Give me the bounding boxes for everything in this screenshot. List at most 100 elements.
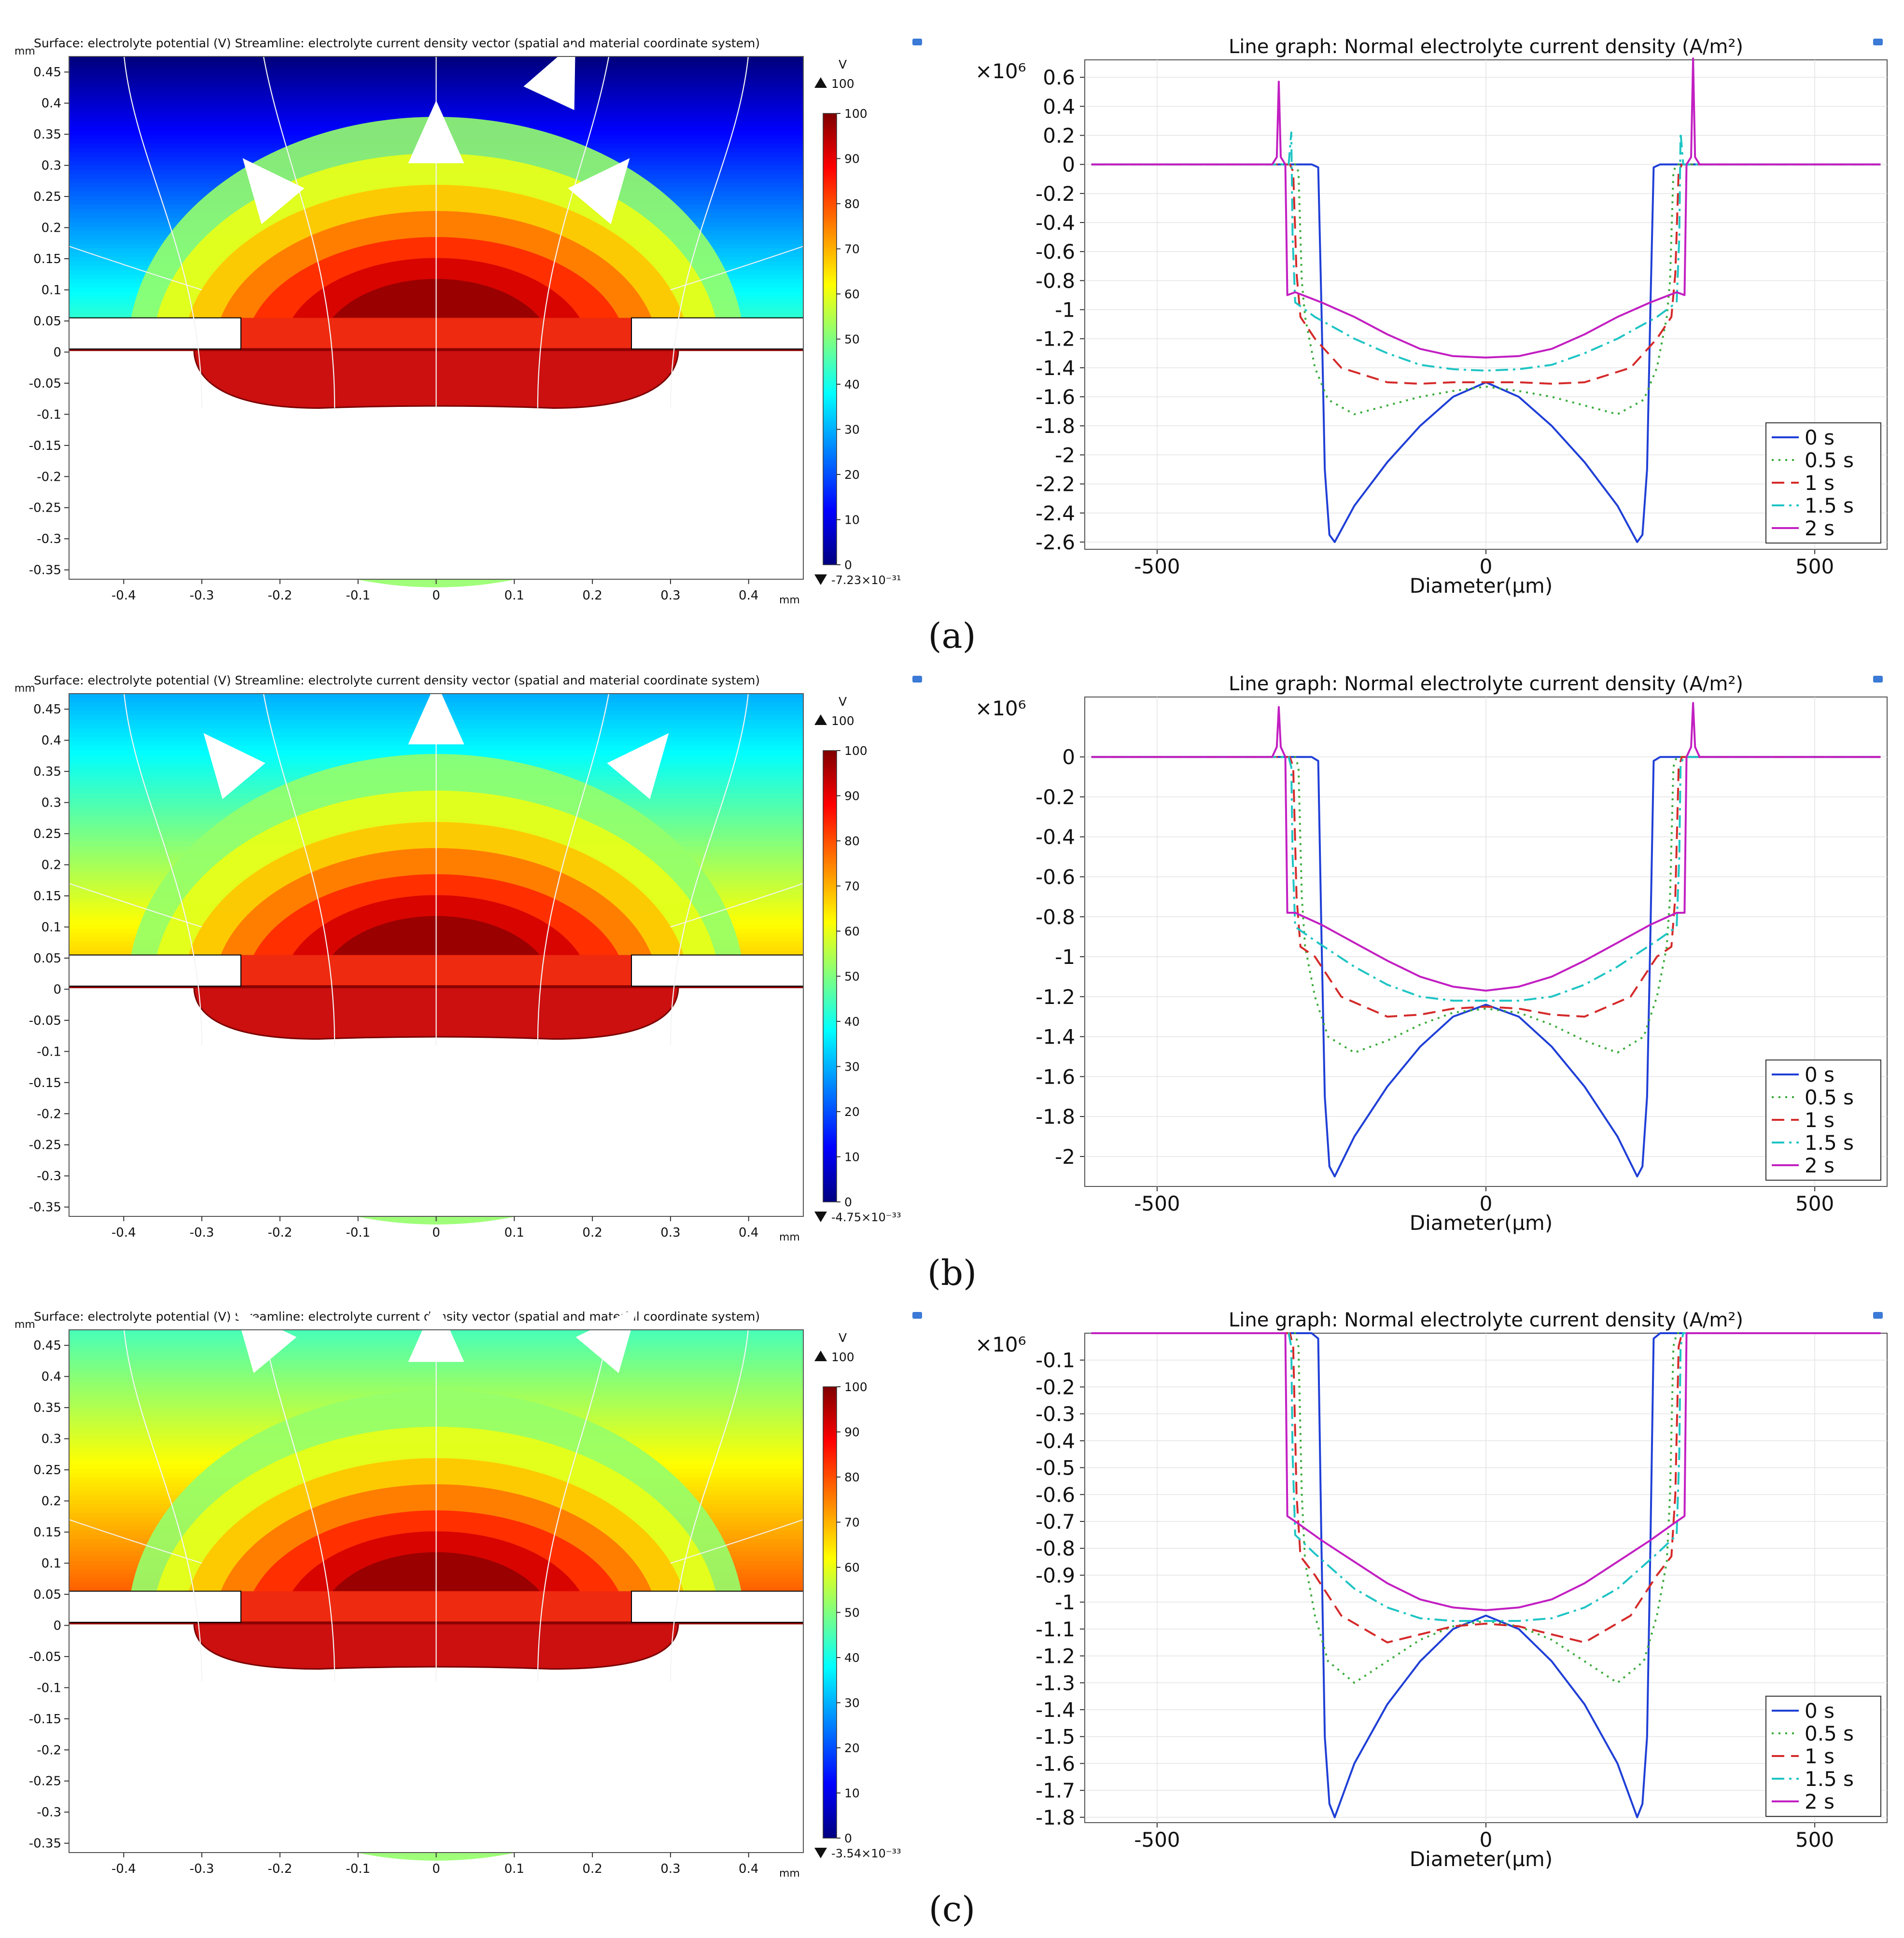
field-y-unit: mm bbox=[14, 683, 35, 695]
colorbar-tick-label: 60 bbox=[844, 924, 860, 938]
colorbar-tick-label: 10 bbox=[844, 1786, 860, 1800]
field-x-tick-label: 0.4 bbox=[739, 1862, 758, 1876]
legend-label: 0.5 s bbox=[1805, 448, 1854, 472]
field-x-tick-label: 0.2 bbox=[582, 588, 602, 603]
field-y-tick-label: -0.05 bbox=[29, 1650, 61, 1664]
y-tick-label: -0.7 bbox=[1036, 1510, 1075, 1534]
y-tick-label: -0.3 bbox=[1036, 1402, 1075, 1426]
streamline bbox=[670, 883, 804, 928]
y-multiplier: ×10⁶ bbox=[975, 59, 1026, 83]
field-x-tick-label: 0 bbox=[432, 1226, 440, 1240]
series-line-1-5-s bbox=[1091, 756, 1881, 1002]
colorbar-tick-label: 0 bbox=[844, 1195, 852, 1209]
export-icon bbox=[912, 39, 922, 45]
mask-right bbox=[631, 1590, 804, 1623]
y-tick-label: -1.2 bbox=[1036, 327, 1075, 351]
streamline bbox=[263, 693, 336, 1046]
min-marker-icon bbox=[814, 1212, 827, 1222]
x-axis-label: Diameter(μm) bbox=[1410, 1211, 1553, 1235]
y-tick-label: -0.2 bbox=[1036, 1375, 1075, 1399]
y-tick-label: -1.3 bbox=[1036, 1671, 1075, 1695]
line-graph: Line graph: Normal electrolyte current d… bbox=[975, 1309, 1888, 1871]
y-tick-label: -0.4 bbox=[1036, 825, 1075, 849]
field-y-tick-label: -0.05 bbox=[29, 376, 61, 391]
field-y-tick-label: 0.35 bbox=[33, 1401, 61, 1415]
streamline bbox=[670, 1329, 749, 1682]
max-marker-icon bbox=[814, 1351, 827, 1361]
y-tick-label: -1.2 bbox=[1036, 1645, 1075, 1668]
streamline bbox=[263, 56, 336, 408]
y-tick-label: -1.6 bbox=[1036, 385, 1075, 409]
legend-box bbox=[1765, 1060, 1881, 1181]
max-marker-icon bbox=[814, 77, 827, 88]
export-icon bbox=[912, 1312, 922, 1319]
streamline bbox=[263, 1329, 336, 1682]
series-line-2-s bbox=[1091, 1332, 1881, 1611]
y-tick-label: -2 bbox=[1055, 1145, 1075, 1169]
field-y-unit: mm bbox=[14, 45, 35, 57]
colorbar-ramp bbox=[823, 1386, 837, 1839]
y-tick-label: -1.8 bbox=[1036, 414, 1075, 438]
colorbar-ramp bbox=[823, 113, 837, 565]
current-arrow bbox=[523, 41, 575, 111]
series-line-1-5-s bbox=[1091, 1332, 1881, 1622]
field-y-tick-label: 0.15 bbox=[33, 889, 61, 904]
colorbar-tick-label: 20 bbox=[844, 468, 860, 482]
field-y-tick-label: 0 bbox=[53, 982, 61, 997]
streamline bbox=[69, 883, 202, 928]
legend-label: 0 s bbox=[1805, 1063, 1834, 1087]
y-tick-label: -0.6 bbox=[1036, 1483, 1075, 1506]
y-multiplier: ×10⁶ bbox=[975, 697, 1026, 720]
streamlines bbox=[69, 41, 804, 408]
field-y-tick-label: 0.1 bbox=[42, 1556, 61, 1571]
x-axis-label: Diameter(μm) bbox=[1410, 574, 1553, 598]
colorbar-tick-label: 80 bbox=[844, 834, 860, 848]
mask-left bbox=[69, 317, 241, 349]
field-y-tick-label: 0.3 bbox=[42, 1432, 61, 1447]
export-icon bbox=[1873, 39, 1883, 45]
field-y-tick-label: -0.1 bbox=[37, 407, 61, 422]
colorbar-tick-label: 30 bbox=[844, 1060, 860, 1074]
field-y-tick-label: 0.3 bbox=[42, 159, 61, 173]
field-y-tick-label: 0.25 bbox=[33, 190, 61, 204]
y-tick-label: -1.4 bbox=[1036, 1025, 1075, 1049]
panel-b: Surface: electrolyte potential (V) Strea… bbox=[14, 673, 1888, 1293]
y-tick-label: -1.1 bbox=[1036, 1617, 1075, 1641]
field-y-tick-label: -0.3 bbox=[37, 532, 61, 546]
field-y-tick-label: -0.25 bbox=[29, 501, 61, 516]
field-y-tick-label: -0.05 bbox=[29, 1014, 61, 1028]
mask-right bbox=[631, 317, 804, 349]
colorbar-tick-label: 50 bbox=[844, 333, 860, 347]
colorbar-tick-label: 20 bbox=[844, 1105, 860, 1119]
field-x-tick-label: -0.3 bbox=[190, 588, 214, 603]
field-y-tick-label: 0.45 bbox=[33, 1338, 61, 1353]
streamline bbox=[123, 1329, 203, 1682]
streamlines bbox=[69, 1299, 804, 1682]
colorbar-tick-label: 10 bbox=[844, 513, 860, 527]
y-tick-label: -0.2 bbox=[1036, 785, 1075, 809]
colorbar-min: -7.23×10⁻³¹ bbox=[831, 573, 901, 587]
field-y-tick-label: -0.3 bbox=[37, 1805, 61, 1820]
x-tick-label: 0 bbox=[1480, 1192, 1493, 1215]
field-x-tick-label: -0.1 bbox=[346, 1226, 370, 1240]
series-line-2-s bbox=[1091, 57, 1881, 359]
chart-title: Line graph: Normal electrolyte current d… bbox=[1229, 673, 1743, 695]
x-tick-label: -500 bbox=[1134, 555, 1180, 578]
colorbar-tick-label: 0 bbox=[844, 1831, 852, 1845]
field-y-tick-label: 0.2 bbox=[42, 858, 61, 873]
y-tick-label: 0.2 bbox=[1043, 124, 1075, 147]
legend-label: 1.5 s bbox=[1805, 1131, 1854, 1155]
field-x-tick-label: -0.2 bbox=[268, 1862, 293, 1876]
y-tick-label: -1.2 bbox=[1036, 985, 1075, 1009]
x-axis-label: Diameter(μm) bbox=[1410, 1847, 1553, 1871]
field-x-tick-label: 0 bbox=[432, 588, 440, 603]
field-x-tick-label: 0 bbox=[432, 1862, 440, 1876]
current-arrow bbox=[408, 682, 464, 745]
field-x-tick-label: -0.4 bbox=[112, 1226, 136, 1240]
colorbar-tick-label: 70 bbox=[844, 879, 860, 893]
field-title: Surface: electrolyte potential (V) Strea… bbox=[34, 1310, 760, 1324]
panel-c: Surface: electrolyte potential (V) Strea… bbox=[14, 1299, 1888, 1929]
streamline bbox=[670, 1519, 804, 1564]
series-line-1-s bbox=[1091, 1332, 1881, 1644]
